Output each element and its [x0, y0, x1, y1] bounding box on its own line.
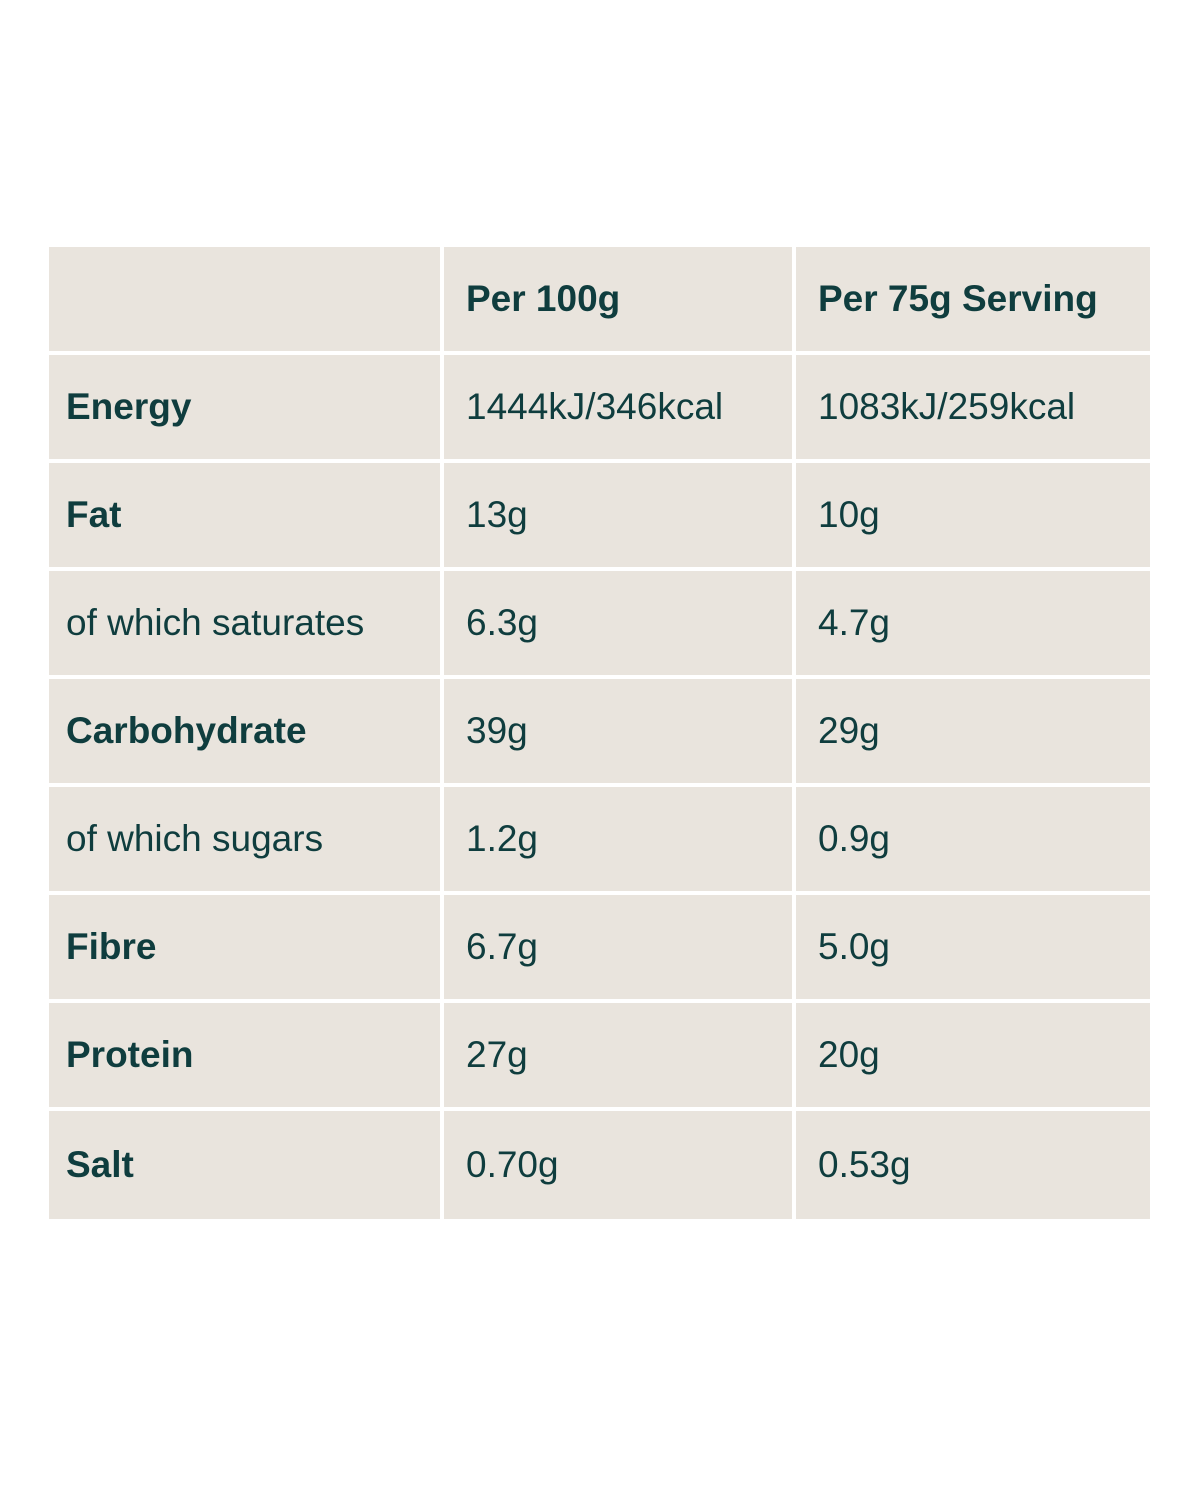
row-per-100g: 1444kJ/346kcal — [444, 355, 796, 463]
row-label: Salt — [49, 1111, 444, 1219]
row-per-100g: 39g — [444, 679, 796, 787]
row-label: of which saturates — [49, 571, 444, 679]
table-row: Fat 13g 10g — [49, 463, 1150, 571]
table-row: of which saturates 6.3g 4.7g — [49, 571, 1150, 679]
table-row: of which sugars 1.2g 0.9g — [49, 787, 1150, 895]
table-row: Salt 0.70g 0.53g — [49, 1111, 1150, 1219]
row-per-100g: 1.2g — [444, 787, 796, 895]
header-row: Per 100g Per 75g Serving — [49, 247, 1150, 355]
row-label: of which sugars — [49, 787, 444, 895]
header-per-100g: Per 100g — [444, 247, 796, 355]
row-label: Carbohydrate — [49, 679, 444, 787]
table-row: Fibre 6.7g 5.0g — [49, 895, 1150, 1003]
row-per-serving: 20g — [796, 1003, 1150, 1111]
row-label: Fat — [49, 463, 444, 571]
row-per-serving: 29g — [796, 679, 1150, 787]
row-per-100g: 0.70g — [444, 1111, 796, 1219]
row-per-serving: 4.7g — [796, 571, 1150, 679]
table-row: Carbohydrate 39g 29g — [49, 679, 1150, 787]
nutrition-table: Per 100g Per 75g Serving Energy 1444kJ/3… — [49, 247, 1150, 1219]
row-per-serving: 0.9g — [796, 787, 1150, 895]
row-per-serving: 5.0g — [796, 895, 1150, 1003]
row-per-serving: 10g — [796, 463, 1150, 571]
table-row: Energy 1444kJ/346kcal 1083kJ/259kcal — [49, 355, 1150, 463]
row-per-100g: 13g — [444, 463, 796, 571]
row-per-100g: 27g — [444, 1003, 796, 1111]
table-row: Protein 27g 20g — [49, 1003, 1150, 1111]
header-empty-cell — [49, 247, 444, 355]
row-per-100g: 6.3g — [444, 571, 796, 679]
header-per-serving: Per 75g Serving — [796, 247, 1150, 355]
row-label: Fibre — [49, 895, 444, 1003]
row-label: Protein — [49, 1003, 444, 1111]
row-per-serving: 0.53g — [796, 1111, 1150, 1219]
row-per-100g: 6.7g — [444, 895, 796, 1003]
row-per-serving: 1083kJ/259kcal — [796, 355, 1150, 463]
row-label: Energy — [49, 355, 444, 463]
